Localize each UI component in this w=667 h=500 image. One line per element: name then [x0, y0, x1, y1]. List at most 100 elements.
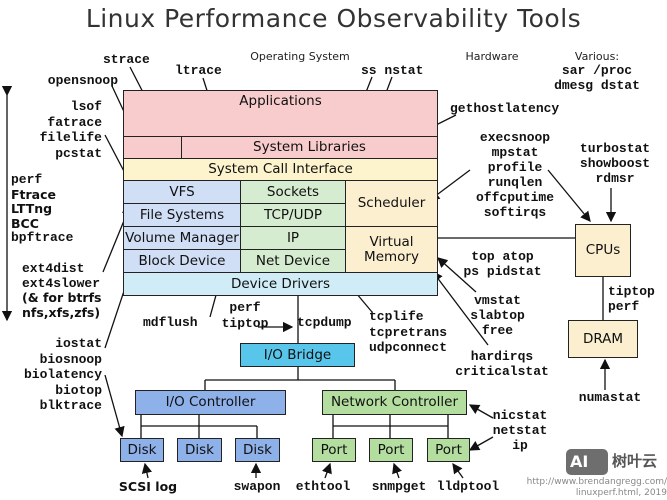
layer-tcp-udp: TCP/UDP — [240, 203, 346, 227]
layer-net-device: Net Device — [240, 249, 346, 273]
tool-top-atop: top atop — [471, 249, 534, 264]
tool-vm-group: vmstat slabtop free — [460, 293, 535, 338]
io-controller: I/O Controller — [135, 390, 286, 415]
tool-offcputime: offcputime — [475, 190, 554, 205]
tool-lsof: lsof — [70, 99, 102, 114]
layer-system-call-interface: System Call Interface — [123, 158, 438, 181]
tool-runqlen: runqlen — [487, 175, 543, 190]
tool-biolatency: biolatency — [23, 367, 102, 382]
tool-slabtop: slabtop — [470, 308, 525, 323]
layer-ip: IP — [240, 226, 346, 250]
tool-iostat: iostat — [55, 336, 102, 351]
layer-virtual-memory: Virtual Memory — [345, 226, 438, 273]
tool-sched-group: execsnoop mpstat profile runqlen offcputime s… — [455, 130, 575, 220]
tool-pcstat: pcstat — [55, 145, 102, 161]
tool-fs-group: ext4dist ext4slower (& for btrfs nfs,xfs,zf… — [22, 261, 102, 320]
tool-gethostlatency: gethostlatency — [450, 101, 560, 116]
tool-perf-tiptop-group: perf tiptop — [215, 300, 275, 331]
tool-perf-hw: perf — [608, 299, 640, 314]
tool-ss-nstat: ss nstat — [361, 63, 424, 78]
tool-ethtool: ethtool — [295, 479, 351, 494]
header-various: Various: — [574, 50, 620, 63]
tool-swapon: swapon — [233, 479, 281, 494]
layer-sockets: Sockets — [240, 180, 346, 204]
tool-snmpget: snmpget — [371, 479, 427, 494]
tool-ext4slower: ext4slower — [22, 275, 101, 291]
tool-netstat: netstat — [492, 423, 548, 438]
tool-sar-proc: sar /proc — [561, 63, 633, 78]
tool-cpu-hw-group: turbostat showboost rdmsr — [565, 141, 665, 186]
tool-criticalstat: criticalstat — [455, 364, 549, 379]
layer-vfs: VFS — [123, 180, 241, 204]
disk-1: Disk — [120, 438, 164, 462]
tool-scsi-log: SCSI log — [118, 479, 178, 494]
page-title: Linux Performance Observability Tools — [85, 4, 582, 33]
tool-biosnoop: biosnoop — [39, 351, 102, 367]
layer-block-device: Block Device — [123, 249, 241, 273]
layer-system-libraries: System Libraries — [181, 136, 438, 159]
header-os: Operating System — [250, 50, 350, 63]
tool-ip: ip — [512, 438, 528, 453]
tool-tiptop: tiptop — [608, 284, 655, 299]
layer-applications-lower — [123, 136, 182, 159]
tool-udpconnect: udpconnect — [369, 340, 448, 355]
tool-dmesg-dstat: dmesg dstat — [554, 78, 640, 93]
port-3: Port — [427, 438, 470, 462]
io-bridge: I/O Bridge — [240, 343, 355, 367]
header-hardware: Hardware — [465, 50, 519, 63]
watermark-url-line1: http://www.brendangregg.com/ — [526, 477, 667, 487]
layer-scheduler: Scheduler — [345, 180, 438, 227]
tool-strace: strace — [103, 52, 150, 67]
tool-tiptop-perf-group: tiptop perf — [608, 284, 655, 314]
tool-filelife: filelife — [39, 130, 102, 145]
tool-tcpdump: tcpdump — [297, 315, 352, 330]
tool-blktrace: blktrace — [39, 398, 102, 413]
tool-numastat: numastat — [578, 390, 642, 405]
tool-tcpretrans: tcpretrans — [369, 324, 448, 340]
port-1: Port — [312, 438, 356, 462]
tool-top-group: top atop ps pidstat — [455, 249, 550, 279]
tool-fatrace: fatrace — [47, 114, 102, 130]
watermark-brand: 树叶云 — [612, 452, 658, 470]
tool-showboost: showboost — [579, 156, 651, 171]
dram: DRAM — [568, 320, 638, 358]
tool-execsnoop: execsnoop — [479, 130, 551, 145]
layer-applications: Applications — [123, 90, 438, 137]
tool-rdmsr: rdmsr — [595, 171, 635, 186]
port-2: Port — [369, 438, 413, 462]
tool-net-group: nicstat netstat ip — [490, 408, 550, 453]
tool-file-group: lsof fatrace filelife pcstat — [20, 99, 102, 161]
tool-free: free — [481, 323, 514, 338]
tool-perf-io: perf — [229, 300, 261, 315]
tool-tcp-group: tcplife tcpretrans udpconnect — [369, 309, 447, 356]
tool-tracers-group: perf Ftrace LTTng BCC bpftrace — [11, 172, 73, 246]
tool-biotop: biotop — [55, 382, 102, 398]
tool-bcc: BCC — [11, 215, 39, 231]
tool-opensnoop: opensnoop — [47, 73, 118, 88]
disk-2: Disk — [177, 438, 222, 462]
tool-block-group: iostat biosnoop biolatency biotop blktrace — [5, 336, 102, 414]
tool-softirqs: softirqs — [483, 205, 547, 220]
tool-lttng: LTTng — [11, 201, 53, 216]
watermark-url: http://www.brendangregg.com/linuxperf.ht… — [512, 477, 667, 499]
tool-mdflush: mdflush — [143, 315, 198, 330]
tool-perf: perf — [11, 172, 43, 187]
tool-ext4dist: ext4dist — [22, 261, 85, 276]
tool-nicstat: nicstat — [492, 408, 548, 423]
layer-device-drivers: Device Drivers — [123, 272, 438, 296]
tool-profile: profile — [487, 160, 543, 175]
tool-fs-note-1: (& for btrfs — [22, 290, 102, 305]
watermark-url-line2: linuxperf.html, 2019 — [575, 488, 667, 498]
tool-ftrace: Ftrace — [11, 186, 57, 202]
network-controller: Network Controller — [322, 390, 467, 415]
tool-mpstat: mpstat — [491, 145, 539, 160]
tool-ltrace: ltrace — [175, 63, 222, 78]
layer-file-systems: File Systems — [123, 203, 241, 227]
layer-volume-manager: Volume Manager — [123, 226, 241, 250]
tool-fs-note-2: nfs,xfs,zfs) — [22, 304, 101, 320]
cpus: CPUs — [575, 224, 631, 277]
tool-turbostat: turbostat — [579, 141, 651, 156]
tool-tiptop-io: tiptop — [221, 315, 269, 331]
tool-ps-pidstat: ps pidstat — [463, 264, 542, 279]
